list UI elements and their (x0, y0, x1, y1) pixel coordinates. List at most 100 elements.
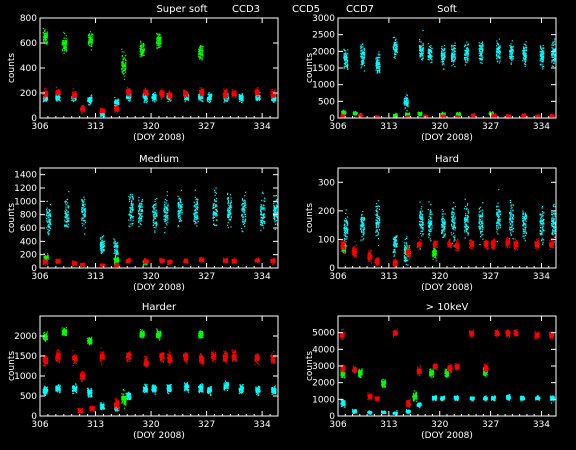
point (454, 42, 456, 44)
point (427, 55, 429, 58)
point (466, 47, 468, 49)
point (130, 96, 132, 98)
point (242, 95, 244, 98)
point (346, 61, 348, 63)
point (57, 91, 59, 93)
point (145, 90, 147, 92)
point (115, 108, 117, 110)
point (152, 100, 154, 102)
point (65, 50, 67, 52)
point (241, 102, 243, 104)
point (89, 103, 91, 106)
point (542, 50, 544, 52)
point (45, 42, 47, 44)
point (451, 50, 453, 52)
point (43, 97, 45, 99)
point (142, 93, 144, 95)
point (126, 94, 128, 96)
point (145, 96, 147, 99)
point (161, 95, 163, 97)
point (200, 93, 202, 95)
point (498, 57, 500, 59)
point (90, 49, 92, 51)
point (46, 33, 48, 35)
point (542, 55, 544, 57)
point (202, 92, 205, 94)
point (64, 48, 66, 50)
point (442, 55, 444, 57)
point (201, 93, 204, 96)
point (464, 45, 466, 47)
point (441, 56, 443, 58)
point (510, 43, 512, 45)
point (443, 68, 445, 70)
point (524, 65, 526, 67)
point (444, 54, 446, 56)
point (201, 53, 203, 55)
point (121, 51, 123, 53)
point (199, 98, 201, 100)
point (121, 68, 123, 70)
point (441, 53, 443, 55)
point (451, 52, 453, 54)
point (91, 42, 94, 44)
point (42, 36, 44, 38)
point (160, 42, 162, 44)
point (422, 52, 424, 54)
point (117, 99, 119, 101)
point (156, 37, 158, 39)
point (363, 52, 365, 54)
point (509, 51, 511, 53)
point (72, 93, 74, 95)
point (452, 63, 454, 65)
point (56, 100, 58, 102)
point (87, 42, 89, 44)
point (163, 90, 165, 92)
point (479, 51, 481, 53)
point (499, 53, 501, 55)
point (156, 45, 158, 47)
point (169, 95, 171, 97)
point (451, 48, 453, 50)
point (114, 102, 116, 104)
point (233, 95, 235, 97)
point (123, 72, 125, 74)
point (91, 34, 93, 36)
point (452, 55, 454, 57)
point (202, 90, 204, 92)
point (130, 89, 132, 91)
point (466, 41, 468, 43)
point (159, 39, 161, 42)
point (377, 115, 379, 117)
point (122, 67, 124, 69)
point (360, 45, 362, 47)
point (226, 98, 228, 100)
point (63, 33, 66, 35)
point (440, 61, 442, 63)
point (129, 100, 131, 102)
point (452, 48, 454, 50)
point (44, 30, 46, 32)
point (270, 94, 272, 96)
point (523, 63, 526, 65)
point (542, 47, 544, 50)
point (184, 92, 186, 94)
point (394, 114, 396, 116)
point (201, 51, 203, 54)
point (376, 64, 378, 66)
point (61, 41, 63, 43)
point (345, 65, 347, 67)
point (65, 37, 67, 40)
point (395, 44, 398, 47)
point (464, 44, 466, 46)
point (392, 116, 395, 118)
point (467, 59, 469, 62)
point (55, 97, 57, 99)
point (90, 37, 92, 39)
point (46, 40, 48, 43)
point (129, 97, 131, 99)
point (64, 41, 66, 43)
point (126, 96, 128, 98)
point (363, 58, 365, 60)
point (101, 110, 103, 112)
